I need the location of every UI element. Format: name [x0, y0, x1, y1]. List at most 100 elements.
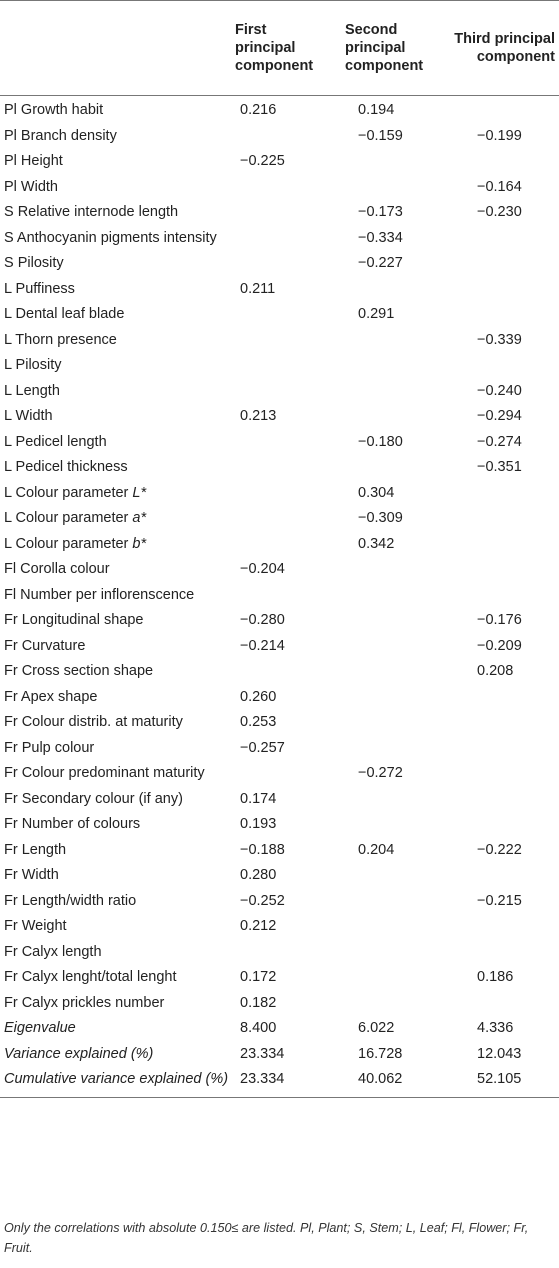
cell-v2: −0.159 — [358, 127, 403, 144]
cell-v2 — [329, 404, 444, 430]
cell-v2 — [329, 277, 444, 303]
cell-v2 — [329, 175, 444, 201]
cell-v3: 0.208 — [477, 663, 514, 679]
row-label-parameter: L* — [132, 484, 147, 501]
cell-v1: 0.182 — [240, 994, 277, 1011]
row-label: Fr Calyx lenght/total lenght — [0, 965, 229, 991]
row-label: Pl Growth habit — [0, 96, 229, 124]
cell-v3 — [444, 277, 559, 303]
row-label-text: Fr Colour distrib. at maturity — [4, 714, 183, 730]
row-label-text: Pl Width — [4, 178, 58, 195]
cell-v1 — [229, 940, 329, 966]
table-row: Fl Number per inflorenscence — [0, 583, 559, 609]
cell-v2: 0.342 — [358, 535, 395, 552]
table-row: Fr Colour distrib. at maturity 0.253 — [0, 710, 559, 736]
cell-v3: −0.230 — [477, 204, 522, 220]
row-label-text: Fr Length/width ratio — [4, 892, 137, 909]
row-label-text: L Puffiness — [4, 280, 75, 297]
cell-v3 — [444, 251, 559, 277]
row-label: L Pedicel length — [0, 430, 229, 456]
row-label-text: L Dental leaf blade — [4, 306, 125, 322]
row-label: L Dental leaf blade — [0, 302, 229, 328]
row-label: L Puffiness — [0, 277, 229, 303]
cell-v2 — [329, 914, 444, 940]
cell-v3: −0.339 — [477, 331, 522, 348]
cell-v3 — [444, 812, 559, 838]
row-label-text: Fr Colour predominant maturity — [4, 765, 205, 781]
row-label: L Colour parameter b* — [0, 532, 229, 558]
row-label-text: Fr Calyx length — [4, 943, 102, 960]
cell-v2: 0.304 — [358, 484, 395, 501]
cell-v2 — [329, 557, 444, 583]
row-label-text: Fr Curvature — [4, 637, 86, 654]
cell-v3 — [444, 736, 559, 762]
cell-v1 — [229, 761, 329, 787]
table-row: Fr Curvature −0.214 −0.209 — [0, 634, 559, 660]
cell-v3: −0.176 — [477, 612, 522, 628]
cell-v3 — [444, 761, 559, 787]
table-header: First principal component Second princip… — [0, 0, 559, 96]
row-label-text: L Pedicel length — [4, 433, 107, 450]
table-row: Fr Length/width ratio −0.252 −0.215 — [0, 889, 559, 915]
row-label: Pl Branch density — [0, 124, 229, 150]
header-first-component: First principal component — [229, 0, 329, 96]
row-label: L Pedicel thickness — [0, 455, 229, 481]
row-label: Fr Length — [0, 838, 229, 864]
row-label: Variance explained (%) — [0, 1042, 229, 1068]
cell-v2 — [329, 634, 444, 660]
cell-v1: −0.204 — [240, 561, 285, 577]
table-row: L Pilosity — [0, 353, 559, 379]
table-row: Fr Calyx length — [0, 940, 559, 966]
row-label: Pl Height — [0, 149, 229, 175]
row-label-text: Fr Pulp colour — [4, 739, 95, 756]
row-label-text: L Colour parameter — [4, 484, 133, 501]
cell-v3 — [444, 863, 559, 889]
row-label-text: S Relative internode length — [4, 204, 179, 220]
cell-v1 — [229, 583, 329, 609]
table-row: Fr Longitudinal shape −0.280 −0.176 — [0, 608, 559, 634]
cell-v1: −0.252 — [240, 892, 285, 909]
table-row: Fl Corolla colour −0.204 — [0, 557, 559, 583]
row-label-text: Fl Corolla colour — [4, 561, 110, 577]
table-row: L Dental leaf blade 0.291 — [0, 302, 559, 328]
row-label: Fr Calyx prickles number — [0, 991, 229, 1017]
cell-v3 — [444, 710, 559, 736]
row-label: Fr Pulp colour — [0, 736, 229, 762]
cell-v2: −0.309 — [358, 510, 403, 526]
cell-v2 — [329, 889, 444, 915]
row-label: S Pilosity — [0, 251, 229, 277]
row-label-text: Fr Calyx lenght/total lenght — [4, 969, 177, 985]
table-row: Fr Colour predominant maturity −0.272 — [0, 761, 559, 787]
cell-v3 — [444, 991, 559, 1017]
cell-v2 — [329, 455, 444, 481]
cell-v2: −0.173 — [358, 204, 403, 220]
cell-v2 — [329, 379, 444, 405]
row-label: Fr Cross section shape — [0, 659, 229, 685]
row-label-text: Fr Length — [4, 841, 67, 858]
cell-v1: −0.225 — [240, 153, 285, 169]
table-row: Fr Length −0.188 0.204 −0.222 — [0, 838, 559, 864]
table-row: Fr Number of colours 0.193 — [0, 812, 559, 838]
cell-v3: −0.294 — [477, 408, 522, 424]
cell-v1 — [229, 251, 329, 277]
row-label: Fr Length/width ratio — [0, 889, 229, 915]
row-label-text: Eigenvalue — [4, 1020, 76, 1036]
table-row: L Thorn presence −0.339 — [0, 328, 559, 354]
cell-v3 — [444, 787, 559, 813]
cell-v3 — [444, 506, 559, 532]
cell-v3: −0.274 — [477, 433, 522, 450]
table-footnote: Only the correlations with absolute 0.15… — [4, 1221, 529, 1255]
cell-v1 — [229, 353, 329, 379]
cell-v1: 0.213 — [240, 408, 277, 424]
row-label: L Pilosity — [0, 353, 229, 379]
cell-v2: 0.204 — [358, 841, 395, 858]
table-row: S Pilosity −0.227 — [0, 251, 559, 277]
row-label-text: L Colour parameter — [4, 510, 133, 526]
row-label: Fr Number of colours — [0, 812, 229, 838]
row-label: S Anthocyanin pigments intensity — [0, 226, 229, 252]
cell-v3: 12.043 — [477, 1045, 522, 1062]
table-body: Pl Growth habit 0.216 0.194 Pl Branch densi… — [0, 96, 559, 1098]
row-label: Fl Corolla colour — [0, 557, 229, 583]
cell-v3 — [444, 149, 559, 175]
